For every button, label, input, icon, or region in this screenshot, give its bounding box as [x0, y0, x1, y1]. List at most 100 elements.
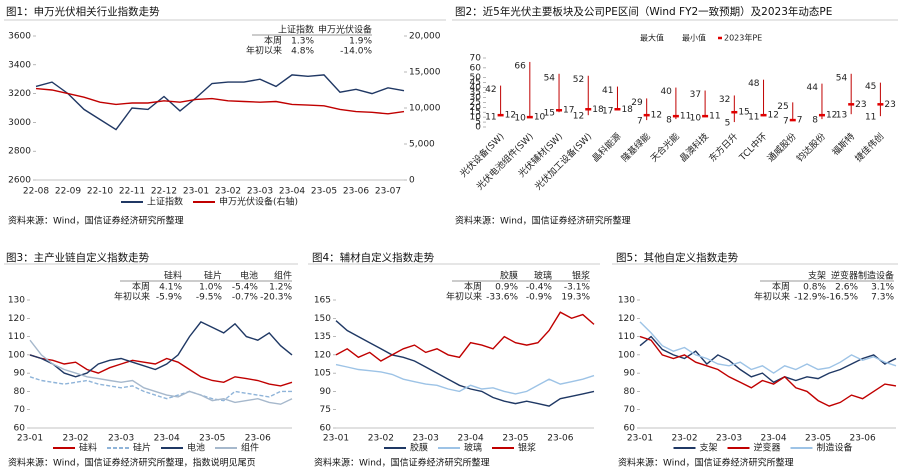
y-tick-label: 3000	[8, 118, 31, 128]
y-tick-label: 2600	[8, 176, 31, 186]
table-cell: -14.0%	[340, 47, 372, 57]
table-row-label: 本周	[772, 281, 790, 293]
pe-label: 23	[884, 100, 895, 110]
table-header: 硅片	[204, 270, 222, 282]
y-tick-label: 5,000	[409, 140, 435, 150]
table-cell: -0.4%	[526, 283, 553, 293]
y-tick-label: 120	[8, 314, 25, 324]
max-label: 41	[602, 86, 613, 96]
table-cell: -0.9%	[526, 293, 553, 303]
y-tick-label: 100	[8, 350, 25, 360]
chart-title: 图3：主产业链自定义指数走势	[6, 251, 150, 264]
table-cell: -16.5%	[826, 293, 858, 303]
chart-title: 图2：近5年光伏主要板块及公司PE区间（Wind FY2一致预期）及2023年动…	[455, 5, 832, 18]
legend-label: 最小值	[682, 33, 706, 43]
y-tick-label: 90	[320, 387, 332, 397]
table-header: 上证指数	[278, 24, 314, 36]
table-header: 银浆	[572, 270, 590, 282]
table-cell: 2.6%	[835, 283, 858, 293]
table-header: 硅料	[164, 270, 182, 282]
max-label: 37	[690, 90, 701, 100]
table-cell: 0.8%	[803, 283, 826, 293]
min-label: 8	[666, 116, 672, 126]
y-tick-label: 130	[618, 296, 635, 306]
legend-label: 上证指数	[147, 196, 183, 208]
pe-label: 12	[826, 111, 837, 121]
x-tick-label: 晶科能源	[589, 130, 623, 164]
y-tick-label: 90	[624, 369, 636, 379]
max-label: 54	[836, 73, 848, 83]
legend-label: 逆变器	[754, 442, 781, 454]
max-label: 40	[660, 87, 672, 97]
x-tick-label: 23-06	[547, 434, 573, 444]
series-line	[29, 354, 293, 387]
table-cell: 3.1%	[871, 283, 894, 293]
table-row-label: 年初以来	[246, 45, 282, 57]
max-label: 44	[807, 83, 819, 93]
table-header: 胶膜	[500, 270, 518, 282]
pe-label: 12	[768, 111, 779, 121]
legend-label: 电池	[187, 442, 205, 454]
x-tick-label: 23-01	[17, 434, 43, 444]
y-tick-label: 70	[624, 405, 636, 415]
table-cell: 1.3%	[291, 37, 314, 47]
table-cell: -3.1%	[564, 283, 591, 293]
pe-label: 12	[651, 111, 662, 121]
y-tick-label: 3400	[8, 60, 31, 70]
x-tick-label: 23-01	[627, 434, 653, 444]
min-label: 5	[725, 119, 731, 129]
x-tick-label: 22-10	[87, 187, 113, 197]
pe-label: 10	[534, 113, 546, 123]
x-tick-label: 22-11	[119, 187, 145, 197]
y-tick-label: 120	[618, 314, 635, 324]
series-line	[29, 376, 292, 402]
source-note: 资料来源：Wind，国信证券经济研究所整理	[314, 457, 490, 469]
y-tick-label: 3600	[8, 32, 31, 42]
series-line	[639, 335, 897, 384]
y-tick-label: 50	[470, 73, 482, 83]
legend-label: 2023年PE	[724, 33, 762, 43]
pe-label: 18	[592, 105, 604, 115]
y-tick-label: 40	[470, 83, 482, 93]
x-tick-label: 晶澳科技	[677, 130, 711, 164]
min-label: 7	[637, 117, 643, 127]
x-tick-label: 23-05	[805, 434, 831, 444]
min-label: 11	[485, 113, 496, 123]
min-label: 17	[602, 107, 613, 117]
legend-label: 硅片	[133, 442, 151, 454]
max-label: 54	[544, 73, 556, 83]
x-tick-label: 23-07	[375, 187, 401, 197]
y-tick-label: 60	[14, 424, 26, 434]
x-tick-label: 东方日升	[706, 130, 740, 164]
max-label: 25	[777, 102, 788, 112]
table-header: 电池	[240, 270, 258, 282]
table-cell: 19.3%	[561, 293, 590, 303]
x-tick-label: 23-06	[343, 187, 369, 197]
y-tick-label: 35	[470, 88, 481, 98]
series-line	[335, 363, 595, 395]
table-header: 制造设备	[858, 270, 894, 282]
y-tick-label: 130	[8, 296, 25, 306]
pe-label: 15	[738, 108, 749, 118]
table-cell: -20.3%	[260, 293, 292, 303]
x-tick-label: 23-05	[199, 434, 225, 444]
table-cell: 1.2%	[269, 283, 292, 293]
series-line	[29, 339, 293, 405]
chart-title: 图4：辅材自定义指数走势	[312, 251, 435, 264]
table-row-label: 本周	[464, 281, 482, 293]
x-tick-label: 23-04	[458, 434, 484, 444]
series-line	[35, 87, 405, 115]
y-tick-label: 10,000	[409, 104, 441, 114]
x-tick-label: 23-01	[183, 187, 209, 197]
x-tick-label: 22-09	[55, 187, 81, 197]
y-tick-label: 75	[320, 405, 331, 415]
table-cell: 1.9%	[349, 37, 372, 47]
y-tick-label: 60	[624, 424, 636, 434]
y-tick-label: 45	[470, 78, 481, 88]
y-tick-label: 30	[470, 93, 482, 103]
min-label: 11	[748, 113, 759, 123]
x-tick-label: 23-04	[760, 434, 786, 444]
x-tick-label: 23-02	[62, 434, 88, 444]
max-label: 42	[485, 85, 496, 95]
table-row-label: 本周	[132, 281, 150, 293]
